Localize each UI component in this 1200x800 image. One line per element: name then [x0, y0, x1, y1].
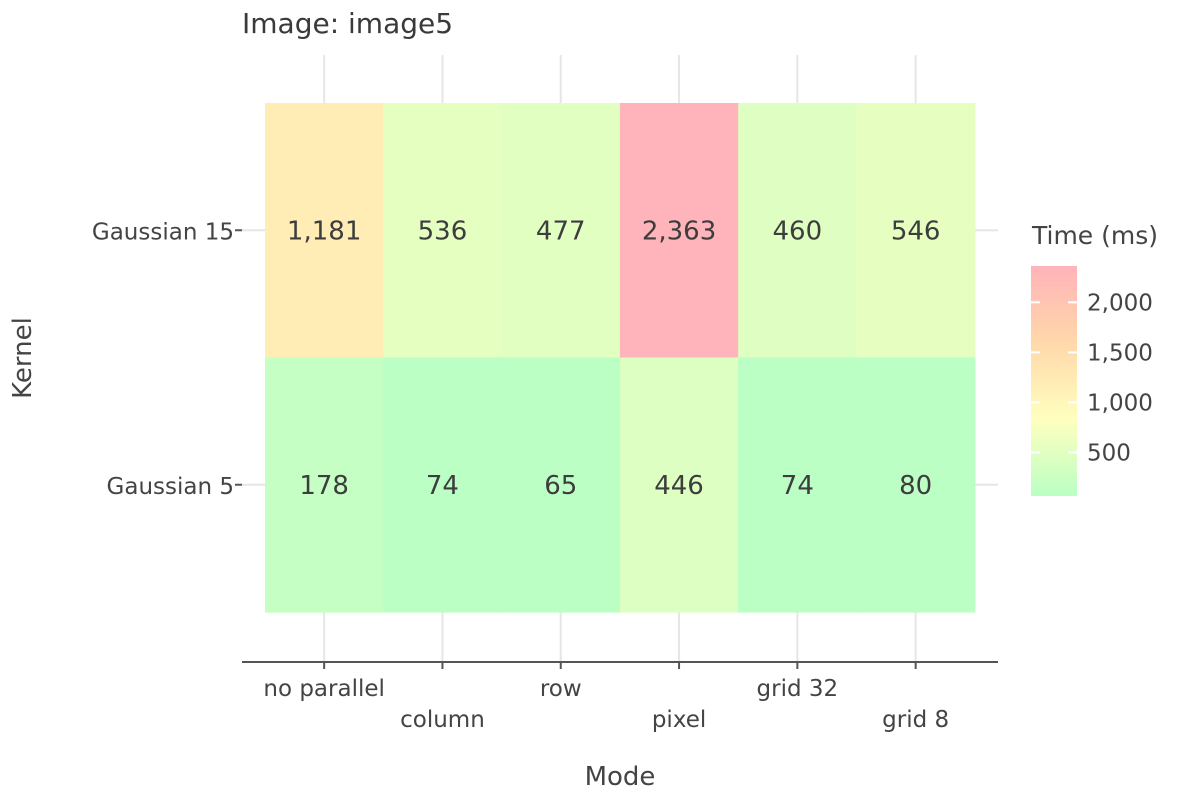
legend-title: Time (ms) [1031, 221, 1158, 250]
y-axis-title: Kernel [8, 317, 38, 399]
heatmap-cell [501, 357, 621, 613]
heatmap-cell [738, 357, 858, 613]
x-tick-label: row [540, 676, 582, 702]
heatmap-cell [619, 357, 739, 613]
heatmap-cell [383, 357, 503, 613]
heatmap-cell [265, 103, 384, 359]
cell-value-label: 178 [299, 471, 349, 501]
x-axis-title: Mode [585, 762, 656, 792]
chart-title: Image: image5 [242, 7, 453, 40]
heatmap-cell [265, 357, 384, 613]
cell-value-label: 1,181 [287, 216, 361, 246]
heatmap-cells [265, 103, 976, 613]
y-tick-label: Gaussian 15 [92, 219, 234, 245]
legend-tick-label: 2,000 [1087, 290, 1153, 316]
legend-tick-label: 1,000 [1087, 390, 1153, 416]
cell-value-label: 65 [544, 471, 577, 501]
cell-value-label: 446 [654, 471, 704, 501]
legend-tick-label: 500 [1087, 440, 1131, 466]
x-tick-label: column [400, 707, 485, 733]
x-tick-label: grid 8 [882, 707, 949, 733]
x-tick-label: grid 32 [757, 676, 839, 702]
cell-value-label: 2,363 [642, 216, 716, 246]
x-tick-label: pixel [652, 707, 706, 733]
axes: no parallel column row pixel grid 32 grid 8 Ga… [92, 219, 998, 733]
color-legend: Time (ms) 500 1,000 1,500 2,000 [1031, 221, 1158, 496]
heatmap-cell [383, 103, 503, 359]
heatmap-cell [856, 103, 976, 359]
cell-value-label: 74 [781, 471, 814, 501]
cell-value-label: 460 [773, 216, 823, 246]
heatmap-cell [738, 103, 858, 359]
heatmap-cell [619, 103, 739, 359]
cell-value-label: 536 [418, 216, 468, 246]
legend-tick-label: 1,500 [1087, 340, 1153, 366]
heatmap-cell [501, 103, 621, 359]
cell-value-label: 80 [899, 471, 932, 501]
cell-value-label: 477 [536, 216, 586, 246]
heatmap-cell [856, 357, 976, 613]
y-tick-label: Gaussian 5 [107, 474, 234, 500]
legend-color-bar [1031, 266, 1077, 496]
cell-value-label: 546 [891, 216, 941, 246]
x-tick-label: no parallel [263, 676, 385, 702]
cell-value-labels: 1,181 536 477 2,363 460 546 178 74 65 446 74 80 [287, 216, 941, 501]
cell-value-label: 74 [426, 471, 459, 501]
